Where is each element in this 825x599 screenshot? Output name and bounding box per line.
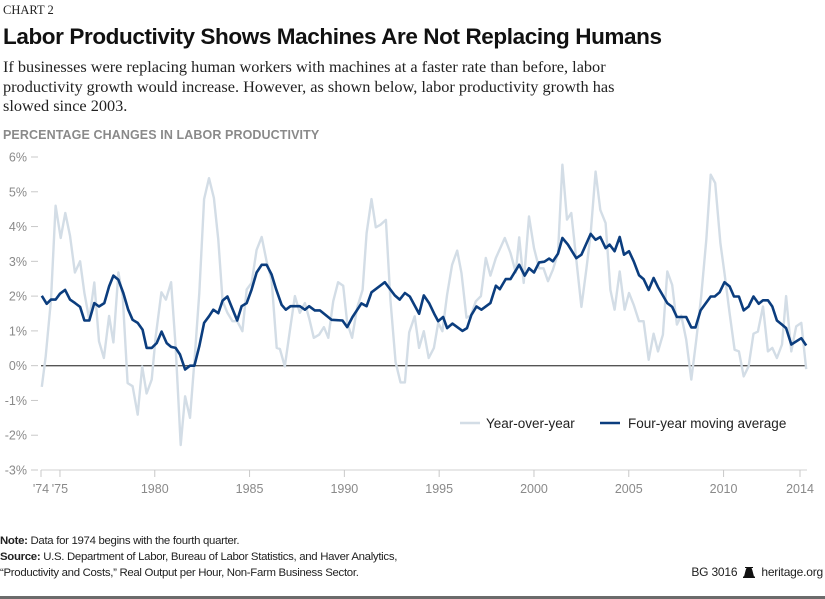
series-group — [40, 163, 808, 447]
source-text-1: U.S. Department of Labor, Bureau of Labo… — [43, 551, 398, 563]
credit: BG 3016 heritage.org — [691, 565, 823, 579]
chart-kicker: CHART 2 — [3, 3, 54, 17]
unit-label: PERCENTAGE CHANGES IN LABOR PRODUCTIVITY — [3, 128, 320, 142]
source-line: Source: U.S. Department of Labor, Bureau… — [0, 549, 397, 565]
y-tick-label: 5% — [9, 185, 27, 199]
series-line-year-over-year — [40, 163, 808, 447]
liberty-bell-icon — [743, 566, 756, 578]
source-text-2: “Productivity and Costs,” Real Output pe… — [0, 567, 359, 579]
y-tick-label: 1% — [9, 324, 27, 338]
line-chart: 6% 5% 4% 3% 2% 1% 0% -1% -2% -3% '74'75 1980 1985 19… — [5, 151, 814, 497]
series-line-moving-average — [40, 232, 808, 371]
note-text: Data for 1974 begins with the fourth qua… — [30, 535, 240, 547]
x-tick-label: 2010 — [710, 482, 738, 496]
legend-label-ma: Four-year moving average — [628, 416, 786, 431]
site-link[interactable]: heritage.org — [761, 565, 823, 579]
y-tick-label: -2% — [5, 429, 27, 443]
note-label: Note: — [0, 535, 28, 547]
chart-subtitle: If businesses were replacing human worke… — [3, 57, 615, 115]
footnotes: Note: Data for 1974 begins with the four… — [0, 533, 397, 581]
y-tick-label: 2% — [9, 290, 27, 304]
bottom-rule — [0, 596, 825, 599]
source-label: Source: — [0, 551, 41, 563]
note-line: Note: Data for 1974 begins with the four… — [0, 533, 397, 549]
x-tick-label: 1990 — [330, 482, 358, 496]
y-tick-label: 6% — [9, 151, 27, 165]
report-id: BG 3016 — [691, 565, 738, 579]
x-tick-label: 1995 — [425, 482, 453, 496]
y-axis: 6% 5% 4% 3% 2% 1% 0% -1% -2% -3% — [5, 151, 38, 478]
y-tick-label: -3% — [5, 464, 27, 478]
x-tick-label: 2000 — [520, 482, 548, 496]
y-tick-label: 4% — [9, 220, 27, 234]
y-tick-label: -1% — [5, 394, 27, 408]
x-tick-label: 1985 — [236, 482, 264, 496]
legend: Year-over-year Four-year moving average — [460, 416, 786, 431]
legend-label-yoy: Year-over-year — [486, 416, 575, 431]
x-tick-label: 2005 — [615, 482, 643, 496]
x-tick-label: 2014 — [786, 482, 814, 496]
x-tick-label: '75 — [52, 482, 68, 496]
x-tick-label: 1980 — [141, 482, 169, 496]
y-tick-label: 0% — [9, 359, 27, 373]
x-axis: '74'75 1980 1985 1990 1995 2000 2005 2010 2014 — [33, 469, 814, 496]
chart-title: Labor Productivity Shows Machines Are No… — [3, 24, 662, 49]
y-tick-label: 3% — [9, 255, 27, 269]
x-tick-label: '74 — [33, 482, 49, 496]
